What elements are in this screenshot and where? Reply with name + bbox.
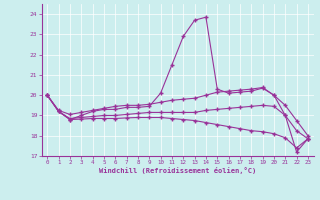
X-axis label: Windchill (Refroidissement éolien,°C): Windchill (Refroidissement éolien,°C) — [99, 167, 256, 174]
